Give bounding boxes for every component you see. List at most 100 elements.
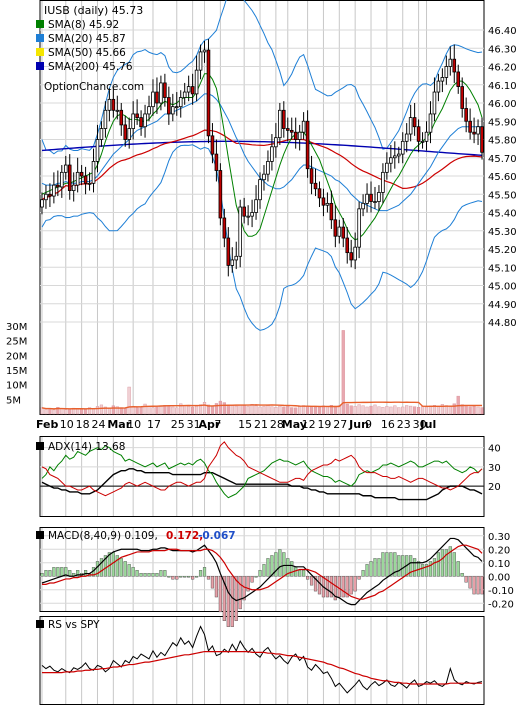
macd-histogram-bar [468, 576, 472, 589]
macd-histogram-bar [103, 555, 107, 577]
candle-body [420, 140, 425, 143]
candle-body [44, 193, 48, 201]
macd-histogram-bar [306, 576, 310, 580]
macd-histogram-bar [365, 564, 369, 577]
legend-label: SMA(8) 45.92 [48, 19, 119, 31]
volume-bar [448, 406, 452, 415]
macd-histogram-bar [198, 570, 203, 577]
macd-tick-label: -0.10 [488, 586, 514, 597]
y-tick-label: 45.60 [488, 172, 517, 183]
volume-bar [472, 406, 476, 415]
volume-bar [64, 409, 68, 415]
macd-histogram-bar [436, 552, 440, 577]
volume-tick-label: 10M [6, 381, 27, 392]
candle-body [234, 255, 239, 261]
volume-bar [401, 406, 405, 415]
volume-bar [444, 405, 448, 415]
macd-histogram-bar [456, 561, 460, 577]
candle-body [167, 97, 171, 115]
volume-bar [409, 405, 413, 415]
x-tick-label: Jul [420, 418, 437, 431]
volume-bar [480, 407, 484, 415]
candle-body [297, 131, 302, 140]
legend-swatch [36, 48, 44, 56]
adx-minus-di-line [41, 441, 483, 497]
macd-histogram-bar [210, 576, 215, 589]
adx-tick-label: 30 [488, 463, 501, 474]
macd-histogram-bar [282, 552, 286, 577]
y-tick-label: 45.70 [488, 154, 517, 165]
macd-histogram-bar [345, 576, 349, 598]
candle-body [99, 128, 104, 140]
candle-body [143, 113, 147, 128]
volume-bar [143, 403, 147, 415]
macd-histogram-bar [448, 546, 452, 577]
watermark: OptionChance.com [44, 81, 144, 93]
legend-label: SMA(50) 45.66 [48, 47, 126, 59]
candle-body [361, 202, 365, 210]
macd-histogram-bar [262, 564, 266, 577]
macd-histogram-bar [381, 552, 385, 577]
macd-histogram-bar [234, 576, 238, 621]
volume-bar [60, 408, 64, 415]
volume-bar [306, 405, 310, 415]
macd-histogram-bar [409, 555, 413, 577]
bollinger-lower [41, 144, 483, 331]
macd-histogram-bar [337, 576, 341, 598]
candle-body [456, 71, 461, 87]
volume-bar [76, 408, 80, 415]
macd-histogram-bar [56, 567, 60, 577]
y-tick-label: 45.40 [488, 209, 517, 220]
volume-bar [341, 330, 345, 415]
macd-tick-label: 0.00 [488, 572, 510, 583]
sma20-line [41, 93, 483, 212]
volume-bar [159, 405, 163, 415]
volume-average-line [41, 401, 483, 410]
candle-body [91, 160, 96, 184]
volume-bar [460, 404, 464, 415]
macd-histogram-bar [317, 576, 322, 595]
candle-body [365, 193, 369, 204]
macd-tick-label: 0.30 [488, 532, 510, 543]
candle-body [337, 226, 342, 237]
legend-label: SMA(200) 45.76 [48, 61, 133, 73]
macd-histogram-bar [286, 558, 290, 577]
candle-body [412, 117, 417, 128]
candle-body [107, 98, 112, 111]
y-tick-label: 46.20 [488, 63, 517, 74]
candle-body [345, 237, 350, 254]
macd-histogram-bar [159, 570, 163, 577]
candle-body [424, 131, 429, 142]
candle-body [400, 140, 405, 155]
adx-tick-label: 40 [488, 444, 501, 455]
candle-body [428, 113, 433, 133]
macd-histogram-bar [476, 576, 480, 595]
macd-histogram-bar [393, 552, 397, 577]
rs-title: RS vs SPY [48, 619, 100, 631]
pane-price [39, 0, 485, 415]
volume-bar [349, 405, 353, 415]
candle-body [262, 173, 266, 181]
volume-bar [155, 406, 159, 415]
macd-histogram-bar [163, 570, 167, 577]
candle-body [206, 49, 211, 137]
macd-histogram-bar [195, 576, 199, 578]
legend-swatch [36, 20, 44, 28]
macd-histogram-bar [258, 570, 262, 577]
volume-bar [175, 407, 179, 415]
candle-body [202, 49, 207, 53]
pane-rs [39, 616, 485, 705]
volume-bar [373, 404, 377, 415]
candle-body [305, 120, 310, 170]
macd-histogram-bar [206, 576, 211, 580]
volume-bar [107, 407, 111, 415]
candle-body [349, 252, 353, 261]
volume-bar [278, 405, 282, 415]
macd-histogram-bar [385, 552, 389, 577]
x-tick-label: 12 [302, 418, 316, 431]
macd-histogram-bar [397, 555, 401, 577]
macd-histogram-bar [175, 576, 179, 580]
y-tick-label: 45.30 [488, 227, 517, 238]
x-tick-label: Jun [348, 418, 369, 431]
legend-swatch [36, 62, 44, 70]
